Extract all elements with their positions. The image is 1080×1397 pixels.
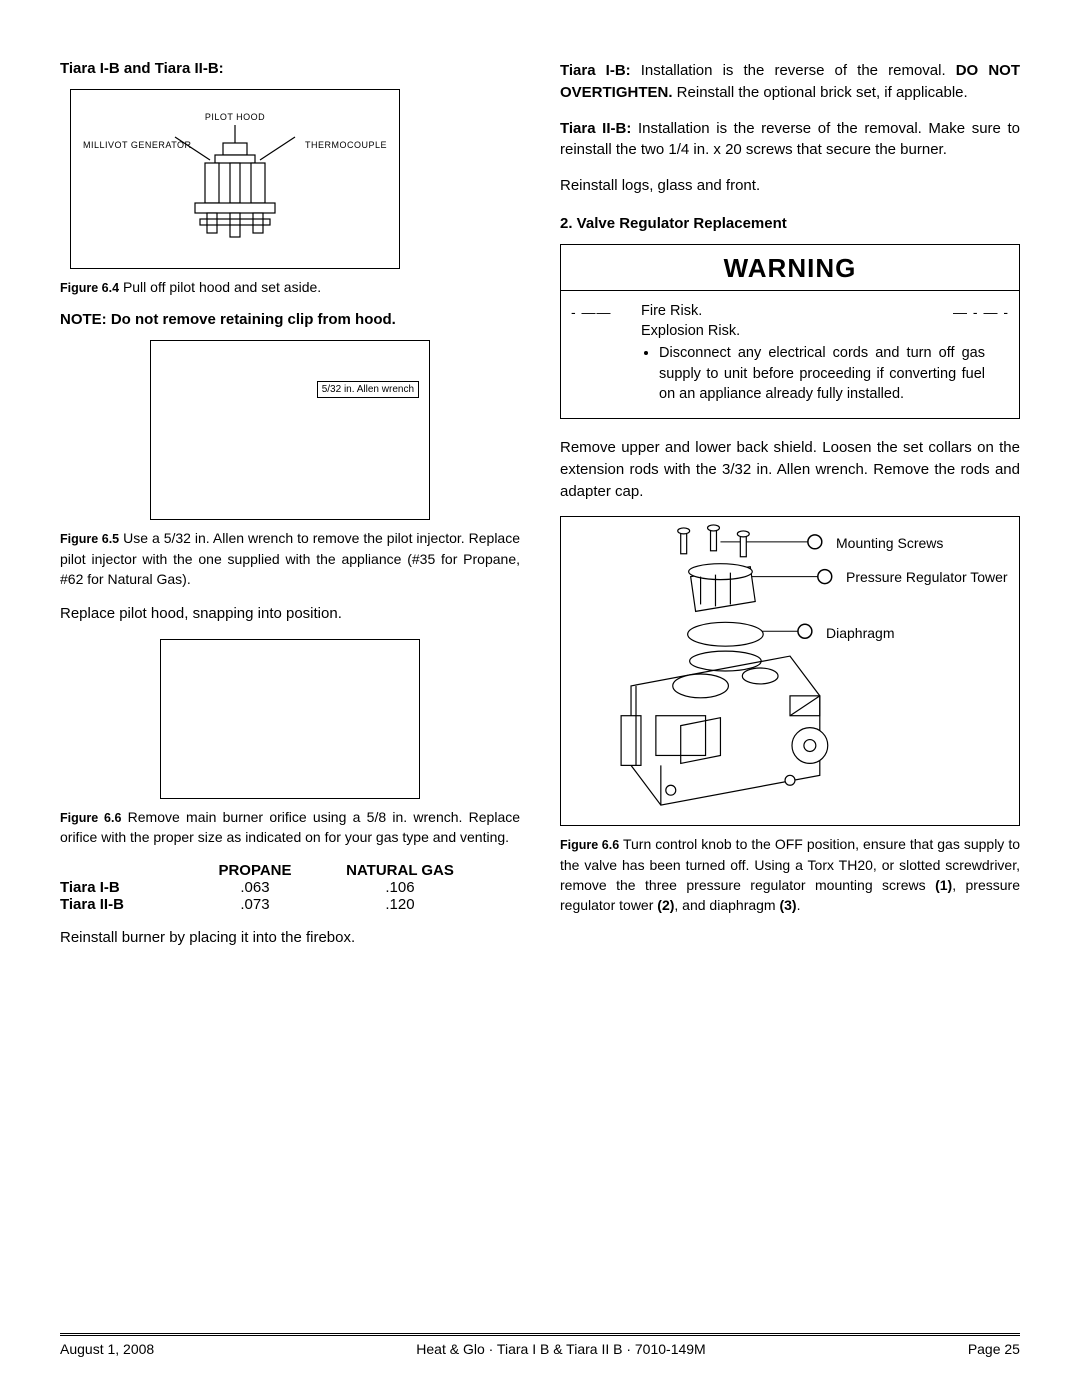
footer-date: August 1, 2008 (60, 1341, 154, 1357)
wrench-label: 5/32 in. Allen wrench (317, 381, 419, 398)
figure-6-6-right-caption: Figure 6.6 Turn control knob to the OFF … (560, 834, 1020, 915)
fig-label: Figure 6.5 (60, 532, 119, 546)
warning-line: Fire Risk. (641, 301, 985, 321)
fig-text: Remove main burner orifice using a 5/8 i… (60, 809, 520, 845)
col-propane: PROPANE (190, 862, 320, 879)
footer-center: Heat & Glo · Tiara I B & Tiara II B · 70… (416, 1341, 705, 1357)
remove-shield-text: Remove upper and lower back shield. Loos… (560, 437, 1020, 502)
bold-prefix: Tiara II-B: (560, 120, 631, 137)
table-header: PROPANE NATURAL GAS (60, 862, 520, 879)
dash-mark-icon: - —— (571, 303, 612, 323)
warning-line: Explosion Risk. (641, 321, 985, 341)
figure-6-5-caption: Figure 6.5 Use a 5/32 in. Allen wrench t… (60, 528, 520, 589)
figure-6-6-left (160, 639, 420, 799)
footer-page: Page 25 (968, 1341, 1020, 1357)
cell-natgas: .120 (320, 896, 480, 913)
page-footer: August 1, 2008 Heat & Glo · Tiara I B & … (60, 1333, 1020, 1357)
callout-mounting-screws: Mounting Screws (836, 535, 943, 551)
figure-6-6-right: Mounting Screws Pressure Regulator Tower… (560, 516, 1020, 826)
table-row: Tiara I-B .063 .106 (60, 879, 520, 896)
left-column: Tiara I-B and Tiara II-B: PILOT HOOD MIL… (60, 60, 520, 962)
warning-title: WARNING (561, 245, 1019, 291)
table-row: Tiara II-B .073 .120 (60, 896, 520, 913)
callout-diaphragm: Diaphragm (826, 625, 894, 641)
orifice-table: PROPANE NATURAL GAS Tiara I-B .063 .106 … (60, 862, 520, 913)
figure-6-4: PILOT HOOD MILLIVOT GENERATOR THERMOCOUP… (70, 89, 400, 269)
fig-text: Use a 5/32 in. Allen wrench to remove th… (60, 530, 520, 587)
footer-rule-icon (60, 1333, 1020, 1337)
label-pilot-hood: PILOT HOOD (205, 112, 265, 122)
warning-box: WARNING - —— — - — - Fire Risk. Explosio… (560, 244, 1020, 419)
warning-body: - —— — - — - Fire Risk. Explosion Risk. … (561, 291, 1019, 418)
cell-propane: .073 (190, 896, 320, 913)
fig-label: Figure 6.4 (60, 281, 119, 295)
cell-propane: .063 (190, 879, 320, 896)
bold-prefix: Tiara I-B: (560, 62, 631, 79)
figure-6-5: 5/32 in. Allen wrench (150, 340, 430, 520)
fig-label: Figure 6.6 (60, 811, 121, 825)
reinstall-logs-text: Reinstall logs, glass and front. (560, 175, 1020, 197)
figure-6-6-left-caption: Figure 6.6 Remove main burner orifice us… (60, 807, 520, 848)
col-natgas: NATURAL GAS (320, 862, 480, 879)
right-column: Tiara I-B: Installation is the reverse o… (560, 60, 1020, 962)
note-retaining-clip: NOTE: Do not remove retaining clip from … (60, 311, 520, 328)
cell-model: Tiara II-B (60, 896, 190, 913)
cell-model: Tiara I-B (60, 879, 190, 896)
tiara-ib-install: Tiara I-B: Installation is the reverse o… (560, 60, 1020, 104)
reinstall-burner-text: Reinstall burner by placing it into the … (60, 927, 520, 949)
pilot-assembly-icon (145, 125, 325, 245)
dash-mark-icon: — - — - (953, 303, 1009, 323)
tiara-iib-install: Tiara II-B: Installation is the reverse … (560, 118, 1020, 162)
section-2-heading: 2. Valve Regulator Replacement (560, 215, 1020, 232)
warning-bullet: Disconnect any electrical cords and turn… (659, 343, 985, 404)
fig-label: Figure 6.6 (560, 838, 619, 852)
callout-pressure-tower: Pressure Regulator Tower (846, 569, 1008, 585)
fig-text: Pull off pilot hood and set aside. (123, 279, 321, 295)
figure-6-4-caption: Figure 6.4 Pull off pilot hood and set a… (60, 277, 520, 297)
replace-hood-text: Replace pilot hood, snapping into positi… (60, 603, 520, 625)
cell-natgas: .106 (320, 879, 480, 896)
valve-regulator-icon (561, 517, 1019, 825)
left-heading: Tiara I-B and Tiara II-B: (60, 60, 520, 77)
